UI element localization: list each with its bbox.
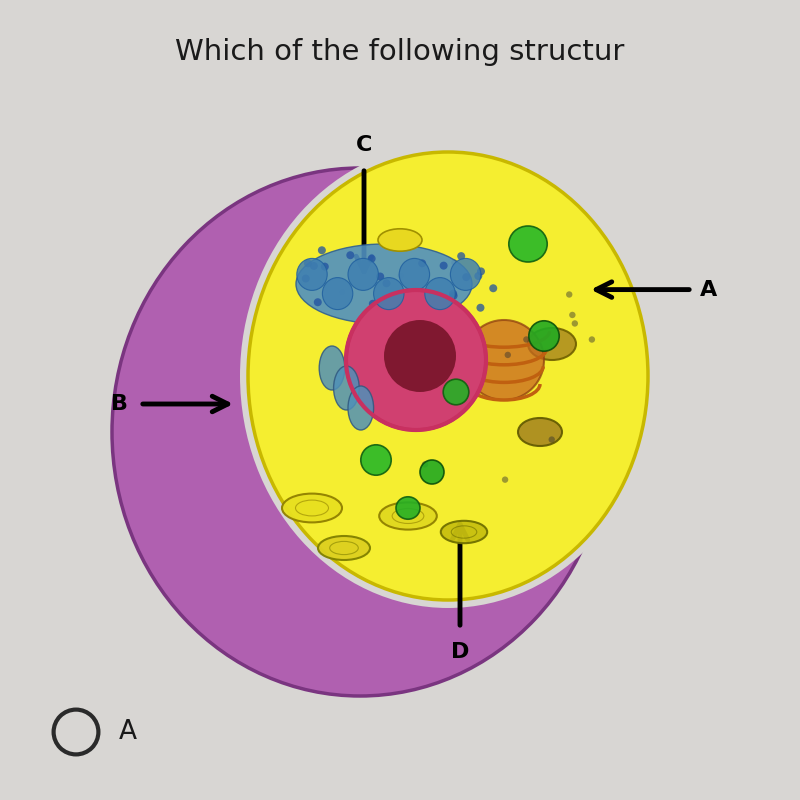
Ellipse shape bbox=[441, 521, 487, 543]
Ellipse shape bbox=[420, 460, 444, 484]
Circle shape bbox=[477, 304, 485, 312]
Circle shape bbox=[474, 272, 482, 280]
Circle shape bbox=[449, 290, 457, 298]
Text: A: A bbox=[700, 279, 718, 299]
Ellipse shape bbox=[518, 418, 562, 446]
Ellipse shape bbox=[112, 168, 608, 696]
Ellipse shape bbox=[322, 278, 353, 310]
Circle shape bbox=[398, 273, 404, 279]
Circle shape bbox=[382, 279, 390, 287]
Circle shape bbox=[424, 402, 430, 408]
Circle shape bbox=[402, 301, 410, 309]
Circle shape bbox=[393, 305, 401, 313]
Circle shape bbox=[418, 259, 426, 267]
Circle shape bbox=[466, 321, 474, 329]
Ellipse shape bbox=[240, 144, 656, 608]
Ellipse shape bbox=[297, 258, 327, 290]
Ellipse shape bbox=[348, 258, 378, 290]
Circle shape bbox=[422, 462, 428, 468]
Ellipse shape bbox=[399, 258, 430, 290]
Circle shape bbox=[398, 305, 404, 311]
Text: B: B bbox=[111, 394, 128, 414]
Ellipse shape bbox=[346, 290, 486, 430]
Circle shape bbox=[302, 274, 310, 282]
Ellipse shape bbox=[282, 494, 342, 522]
Ellipse shape bbox=[379, 502, 437, 530]
Circle shape bbox=[440, 262, 448, 270]
Circle shape bbox=[346, 251, 354, 259]
Ellipse shape bbox=[529, 321, 559, 351]
Ellipse shape bbox=[318, 536, 370, 560]
Text: C: C bbox=[356, 135, 372, 155]
Text: Which of the following structur: Which of the following structur bbox=[175, 38, 625, 66]
Circle shape bbox=[369, 300, 377, 308]
Ellipse shape bbox=[361, 445, 391, 475]
Ellipse shape bbox=[378, 229, 422, 251]
Ellipse shape bbox=[443, 379, 469, 405]
Circle shape bbox=[505, 352, 511, 358]
Circle shape bbox=[490, 284, 498, 292]
Circle shape bbox=[376, 273, 384, 281]
Ellipse shape bbox=[348, 386, 374, 430]
Ellipse shape bbox=[248, 152, 648, 600]
Circle shape bbox=[457, 252, 465, 260]
Circle shape bbox=[589, 336, 595, 342]
Circle shape bbox=[427, 309, 434, 315]
Circle shape bbox=[477, 267, 485, 275]
Circle shape bbox=[462, 273, 470, 281]
Circle shape bbox=[451, 259, 458, 266]
Circle shape bbox=[402, 358, 409, 365]
Ellipse shape bbox=[425, 278, 455, 310]
Circle shape bbox=[523, 336, 530, 342]
Ellipse shape bbox=[374, 278, 404, 310]
Text: A: A bbox=[118, 719, 136, 745]
Ellipse shape bbox=[334, 366, 359, 410]
Circle shape bbox=[368, 254, 376, 262]
Circle shape bbox=[446, 415, 452, 422]
Circle shape bbox=[566, 291, 573, 298]
Ellipse shape bbox=[464, 320, 544, 400]
Circle shape bbox=[314, 298, 322, 306]
Circle shape bbox=[450, 292, 458, 300]
Circle shape bbox=[572, 320, 578, 326]
Circle shape bbox=[502, 477, 508, 483]
Ellipse shape bbox=[450, 258, 481, 290]
Ellipse shape bbox=[296, 244, 472, 324]
Ellipse shape bbox=[384, 320, 456, 392]
Circle shape bbox=[318, 246, 326, 254]
Ellipse shape bbox=[319, 346, 345, 390]
Circle shape bbox=[549, 436, 555, 442]
Circle shape bbox=[569, 312, 575, 318]
Ellipse shape bbox=[396, 497, 420, 519]
Text: D: D bbox=[451, 642, 469, 662]
Circle shape bbox=[310, 262, 318, 270]
Ellipse shape bbox=[528, 328, 576, 360]
Circle shape bbox=[362, 401, 368, 407]
Circle shape bbox=[321, 262, 329, 270]
Circle shape bbox=[304, 259, 312, 267]
Circle shape bbox=[339, 289, 346, 295]
Circle shape bbox=[418, 339, 425, 346]
Ellipse shape bbox=[509, 226, 547, 262]
Circle shape bbox=[438, 326, 445, 332]
Circle shape bbox=[367, 322, 375, 330]
